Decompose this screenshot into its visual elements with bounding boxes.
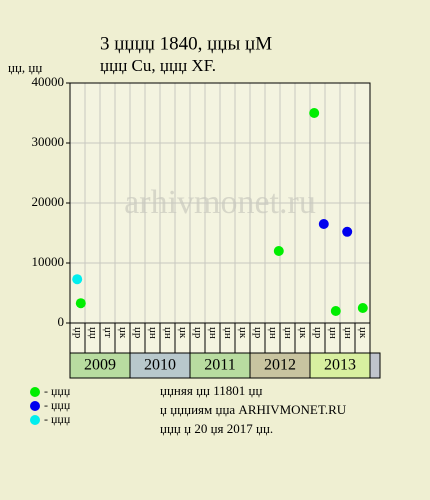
legend-label: - џџџ <box>44 398 71 412</box>
note: џџняя џџ 11801 џџ <box>160 383 262 398</box>
year-cell-end <box>369 352 381 379</box>
year-label: 2013 <box>324 357 356 374</box>
period-label: џџ <box>87 327 99 339</box>
period-label: џр <box>72 327 84 339</box>
period-label: џн <box>207 327 219 339</box>
period-label: џк <box>237 327 249 339</box>
period-label: џр <box>132 327 144 339</box>
legend-marker <box>30 415 40 425</box>
note: џ џџџиям џџа ARHIVMONET.RU <box>160 402 347 417</box>
period-label: џр <box>312 327 324 339</box>
chart-title: 3 џџџџ 1840, џџы џМ <box>100 33 272 54</box>
period-label: џн <box>267 327 279 339</box>
year-label: 2009 <box>84 357 116 374</box>
point <box>72 274 83 285</box>
y-tick-label: 30000 <box>32 134 65 149</box>
point <box>330 306 341 316</box>
y-axis-label: џџ, џџ <box>8 60 42 75</box>
year-label: 2012 <box>264 357 296 374</box>
period-label: џр <box>192 327 204 339</box>
period-label: џр <box>252 327 264 339</box>
point <box>273 246 284 256</box>
y-tick-label: 20000 <box>32 194 65 209</box>
chart-subtitle: џџџ Cu, џџџ XF. <box>100 56 216 75</box>
point <box>75 298 86 309</box>
point <box>309 108 320 118</box>
legend-marker <box>30 387 40 397</box>
period-label: џк <box>357 327 369 339</box>
year-cell <box>129 352 191 379</box>
point <box>357 303 368 313</box>
period-label: џт <box>102 327 114 338</box>
year-cell <box>249 352 311 379</box>
note: џџџ џ 20 џя 2017 џџ. <box>160 421 273 436</box>
legend-label: - џџџ <box>44 412 71 426</box>
period-label: џн <box>327 327 339 339</box>
year-label: 2011 <box>204 357 235 374</box>
period-label: џн <box>147 327 159 339</box>
period-label: џк <box>177 327 189 339</box>
y-tick-label: 40000 <box>32 74 65 89</box>
y-tick-label: 10000 <box>32 254 65 269</box>
legend-label: - џџџ <box>44 384 71 398</box>
period-label: џк <box>297 327 309 339</box>
point <box>342 226 353 237</box>
year-cell <box>309 352 371 379</box>
period-label: џк <box>117 327 129 339</box>
point <box>318 219 329 229</box>
legend-marker <box>30 401 40 411</box>
period-label: џн <box>222 327 234 339</box>
period-label: џн <box>162 327 174 339</box>
year-label: 2010 <box>144 357 176 374</box>
period-label: џн <box>282 327 294 339</box>
year-cell <box>69 352 131 379</box>
period-label: џн <box>342 327 354 339</box>
y-tick-label: 0 <box>58 314 65 329</box>
